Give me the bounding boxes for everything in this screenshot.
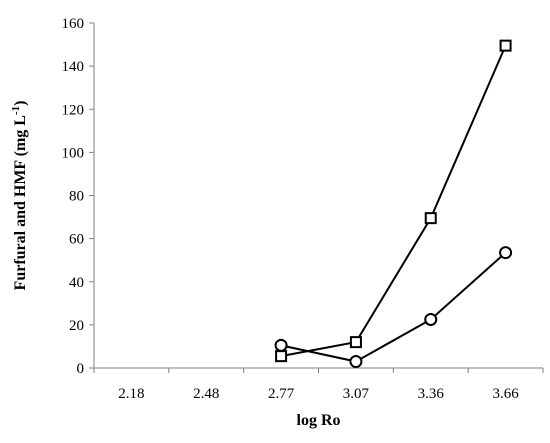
x-tick-label: 3.66 [492,386,519,402]
x-axis-ticks: 2.18 2.48 2.77 3.07 3.36 3.66 [93,368,544,402]
data-point-square [499,39,512,52]
series-layer [274,39,513,369]
data-point-square [275,350,288,363]
y-tick-label: 0 [77,361,85,377]
x-axis-title: log Ro [297,412,341,429]
y-axis-title-suffix: ) [12,101,29,106]
x-tick-label: 2.18 [118,386,144,402]
y-axis-ticks: 0 20 40 60 80 100 120 140 160 [62,16,94,377]
data-point-circle [274,338,288,352]
data-point-circle [499,246,513,260]
data-point-square [349,336,362,349]
y-axis-title: Furfural and HMF (mg L-1) [10,101,29,291]
y-axis-title-superscript: -1 [10,106,22,115]
data-point-circle [424,312,438,326]
y-axis-title-text: Furfural and HMF (mg L [12,115,29,290]
series-1-line [280,45,507,358]
y-tick-label: 100 [62,145,85,161]
axes [93,23,543,369]
y-tick-label: 20 [69,318,84,334]
y-tick-label: 60 [69,232,84,248]
y-tick-label: 140 [62,59,85,75]
x-tick-label: 3.36 [418,386,445,402]
x-tick-label: 2.77 [268,386,295,402]
data-point-circle [349,355,363,369]
x-tick-label: 2.48 [193,386,219,402]
data-point-square [424,212,437,225]
series-2-line [280,251,507,363]
y-tick-label: 40 [69,275,84,291]
x-tick-label: 3.07 [343,386,370,402]
series-2 [274,246,513,369]
series-1 [275,39,512,363]
y-tick-label: 160 [62,16,85,32]
y-tick-label: 120 [62,102,85,118]
y-tick-label: 80 [69,189,84,205]
